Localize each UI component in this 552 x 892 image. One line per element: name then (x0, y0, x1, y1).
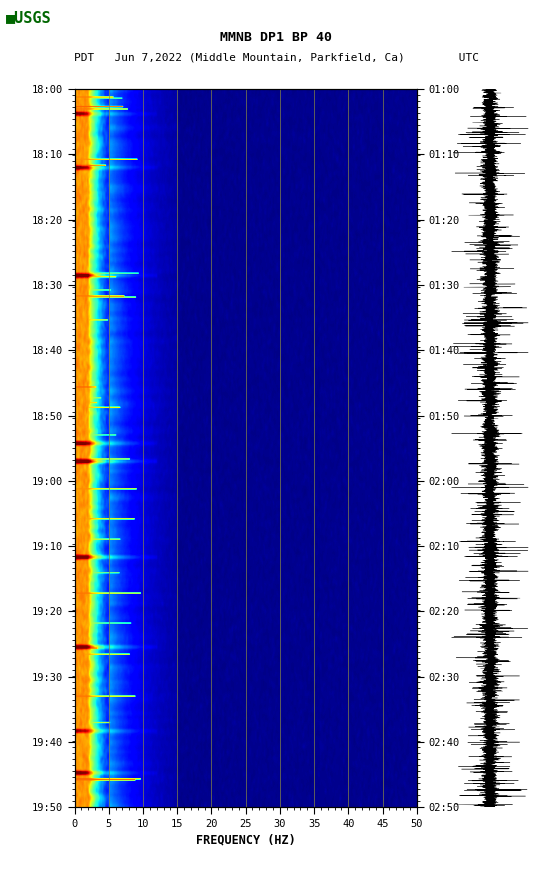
Text: ■USGS: ■USGS (6, 11, 51, 25)
Text: PDT   Jun 7,2022 (Middle Mountain, Parkfield, Ca)        UTC: PDT Jun 7,2022 (Middle Mountain, Parkfie… (73, 53, 479, 63)
Text: MMNB DP1 BP 40: MMNB DP1 BP 40 (220, 31, 332, 44)
X-axis label: FREQUENCY (HZ): FREQUENCY (HZ) (196, 833, 295, 847)
